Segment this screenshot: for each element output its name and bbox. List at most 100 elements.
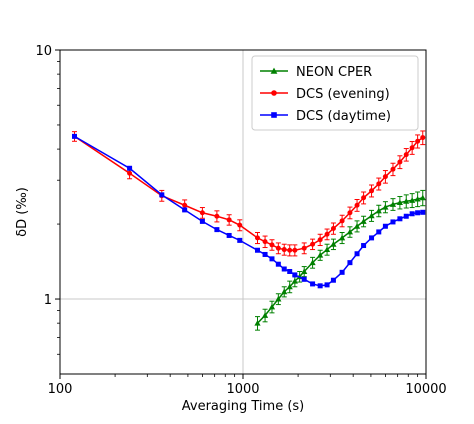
data-point bbox=[330, 225, 336, 231]
data-point bbox=[354, 202, 360, 208]
data-point bbox=[275, 295, 282, 302]
data-point bbox=[403, 198, 410, 204]
data-point bbox=[409, 211, 415, 217]
data-point bbox=[286, 283, 293, 290]
y-tick-label: 1 bbox=[44, 293, 52, 308]
legend-marker bbox=[271, 112, 277, 118]
legend-label: NEON CPER bbox=[296, 65, 372, 80]
data-point bbox=[403, 152, 409, 158]
data-point bbox=[368, 212, 375, 219]
data-point bbox=[361, 195, 367, 201]
data-point bbox=[415, 138, 421, 144]
x-tick-label: 10000 bbox=[405, 382, 446, 397]
x-tick-label: 1000 bbox=[226, 382, 259, 397]
data-point bbox=[292, 247, 298, 253]
data-point bbox=[382, 203, 389, 210]
data-point bbox=[390, 219, 396, 225]
data-point bbox=[275, 261, 281, 267]
data-point bbox=[330, 241, 337, 247]
data-point bbox=[301, 268, 308, 274]
data-point bbox=[317, 283, 323, 289]
x-tick-label: 100 bbox=[48, 382, 73, 397]
data-point bbox=[419, 194, 426, 201]
legend-entry: NEON CPER bbox=[260, 65, 372, 80]
data-point bbox=[324, 282, 330, 288]
data-point bbox=[403, 213, 409, 219]
data-point bbox=[269, 256, 275, 262]
data-point bbox=[339, 269, 345, 275]
data-point bbox=[420, 209, 426, 215]
data-point bbox=[353, 223, 361, 229]
x-axis-label: Averaging Time (s) bbox=[182, 399, 304, 414]
data-point bbox=[339, 234, 346, 241]
data-point bbox=[369, 188, 375, 194]
data-point bbox=[199, 218, 205, 224]
axis-layer: 100 1000 10000 1 10 bbox=[35, 44, 446, 397]
data-point bbox=[254, 247, 260, 253]
data-point bbox=[346, 228, 354, 235]
legend-box bbox=[251, 55, 419, 131]
data-point bbox=[262, 251, 268, 257]
data-point bbox=[323, 246, 331, 253]
data-point bbox=[376, 181, 382, 187]
data-point bbox=[281, 266, 287, 272]
data-point bbox=[376, 229, 382, 235]
grid-layer bbox=[60, 50, 426, 374]
data-point bbox=[347, 210, 353, 216]
data-point bbox=[415, 210, 421, 216]
data-point bbox=[347, 260, 353, 266]
data-point bbox=[159, 192, 165, 198]
data-point bbox=[199, 210, 205, 216]
data-point bbox=[127, 170, 133, 176]
data-point bbox=[369, 235, 375, 241]
data-point bbox=[71, 133, 77, 139]
data-point bbox=[361, 243, 367, 249]
data-point bbox=[310, 281, 316, 287]
data-point bbox=[261, 312, 269, 318]
data-point bbox=[382, 223, 388, 229]
data-point bbox=[317, 237, 323, 243]
legend-label: DCS (evening) bbox=[296, 87, 390, 102]
chart-legend: NEON CPER DCS (evening) DCS (daytime) bbox=[251, 55, 419, 131]
data-point bbox=[339, 218, 345, 224]
y-tick-label: 10 bbox=[35, 44, 52, 59]
data-point bbox=[354, 251, 360, 257]
legend-entry: DCS (daytime) bbox=[260, 109, 391, 124]
data-point bbox=[375, 207, 382, 214]
data-point bbox=[360, 218, 367, 224]
data-point bbox=[287, 247, 293, 253]
data-point bbox=[182, 207, 188, 213]
series-line bbox=[74, 135, 423, 287]
data-point bbox=[269, 242, 275, 248]
data-point bbox=[389, 201, 397, 207]
data-point bbox=[397, 216, 403, 222]
data-point bbox=[301, 276, 307, 282]
legend-entry: DCS (evening) bbox=[260, 87, 390, 102]
data-point bbox=[396, 199, 403, 206]
data-point bbox=[254, 320, 261, 326]
data-point bbox=[262, 239, 268, 245]
series-neon-cper bbox=[254, 189, 426, 331]
data-point bbox=[397, 159, 403, 165]
data-point bbox=[182, 202, 188, 208]
data-point bbox=[237, 237, 243, 243]
data-point bbox=[281, 288, 288, 295]
data-point bbox=[281, 247, 287, 253]
data-point bbox=[390, 166, 396, 172]
data-point bbox=[214, 213, 220, 219]
series-layer bbox=[71, 130, 426, 331]
data-point bbox=[310, 241, 316, 247]
data-point bbox=[226, 217, 232, 223]
data-point bbox=[409, 145, 415, 151]
y-axis-label: δD (‰) bbox=[15, 187, 30, 237]
data-point bbox=[287, 268, 293, 274]
data-point bbox=[291, 278, 298, 284]
data-point bbox=[268, 303, 276, 310]
legend-marker bbox=[271, 90, 277, 96]
legend-label: DCS (daytime) bbox=[296, 109, 391, 124]
data-point bbox=[275, 245, 281, 251]
data-point bbox=[226, 232, 232, 238]
data-point bbox=[127, 165, 133, 171]
